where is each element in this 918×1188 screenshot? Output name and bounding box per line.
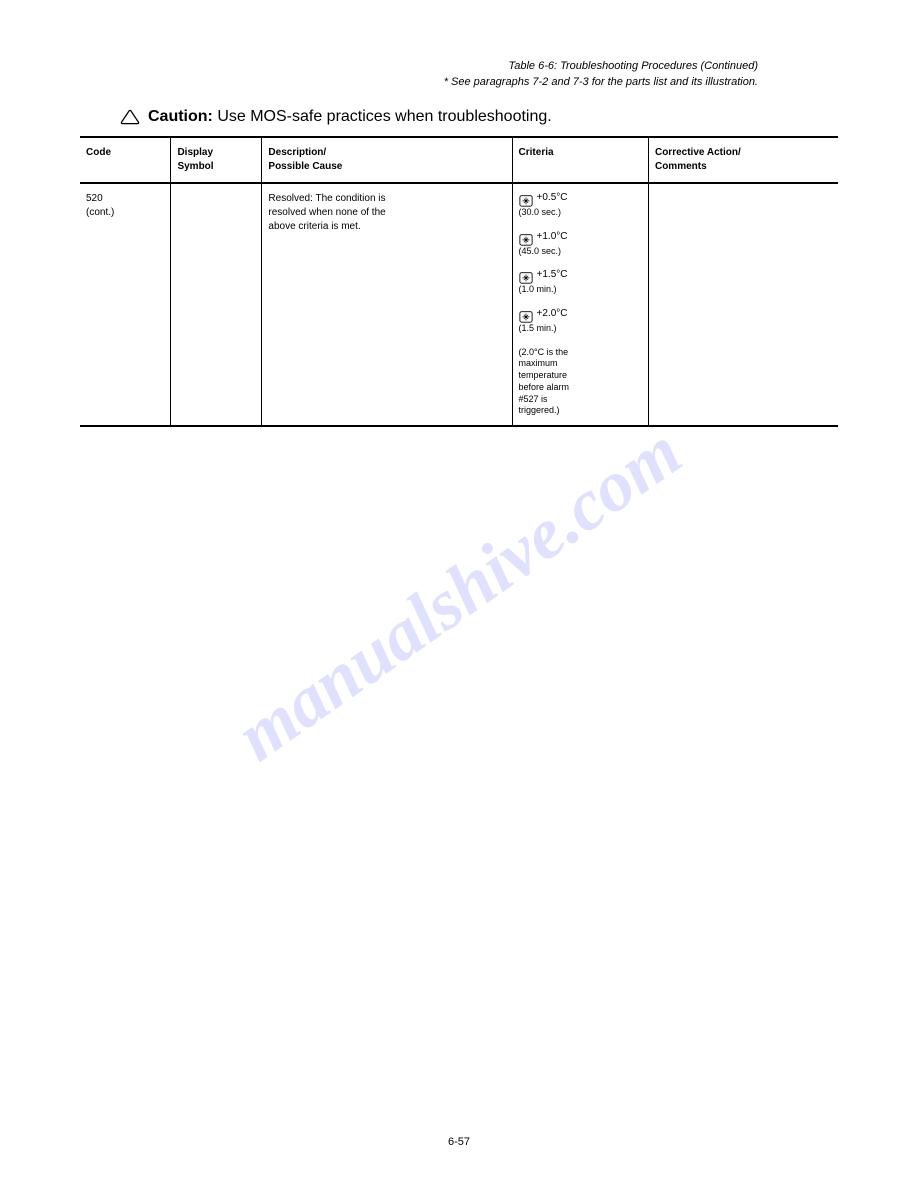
col-header-action: Corrective Action/ Comments [648,137,838,183]
freeze-icon [519,193,533,207]
criteria-temp: +2.0°C [537,308,568,319]
criteria-time: (45.0 sec.) [519,246,642,258]
watermark: manualshive.com [221,410,696,777]
caution-line: Caution: Use MOS-safe practices when tro… [120,108,838,126]
criteria-tail: (2.0°C is the maximum temperature before… [519,347,642,417]
caution-label: Caution: Use MOS-safe practices when tro… [148,108,552,126]
freeze-icon [519,270,533,284]
criteria-temp: +1.0°C [537,231,568,242]
col-header-desc: Description/ Possible Cause [262,137,512,183]
criteria-time: (1.0 min.) [519,284,642,296]
troubleshooting-table: Code Display Symbol Description/ Possibl… [80,136,838,427]
freeze-icon [519,309,533,323]
col-header-code: Code [80,137,171,183]
criteria-time: (30.0 sec.) [519,207,642,219]
table-footnote: * See paragraphs 7-2 and 7-3 for the par… [80,76,758,88]
cell-criteria: +0.5°C (30.0 sec.) +1.0°C (45.0 sec.) [512,183,648,426]
table-header-row: Code Display Symbol Description/ Possibl… [80,137,838,183]
table-row: 520 (cont.) Resolved: The condition is r… [80,183,838,426]
criteria-temp: +0.5°C [537,192,568,203]
cell-desc: Resolved: The condition is resolved when… [262,183,512,426]
cell-code: 520 (cont.) [80,183,171,426]
col-header-criteria: Criteria [512,137,648,183]
caution-icon [120,108,140,126]
criteria-time: (1.5 min.) [519,323,642,335]
freeze-icon [519,232,533,246]
criteria-temp: +1.5°C [537,269,568,280]
cell-display [171,183,262,426]
cell-action [648,183,838,426]
table-title: Table 6-6: Troubleshooting Procedures (C… [80,60,758,72]
col-header-display: Display Symbol [171,137,262,183]
page-number: 6-57 [448,1136,470,1148]
page-header: Table 6-6: Troubleshooting Procedures (C… [80,60,838,88]
